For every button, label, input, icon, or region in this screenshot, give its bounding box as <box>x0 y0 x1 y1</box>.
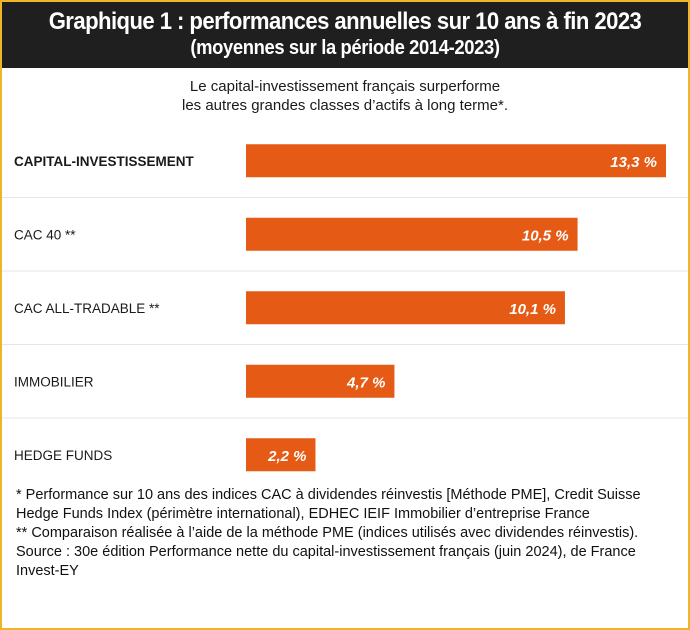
chart-header: Graphique 1 : performances annuelles sur… <box>2 2 688 68</box>
chart-subtitle: (moyennes sur la période 2014-2023) <box>190 37 500 59</box>
category-label-immobilier: IMMOBILIER <box>14 374 94 389</box>
bar-chart: CAPITAL-INVESTISSEMENT 13,3 % CAC 40 ** 10,… <box>2 144 688 472</box>
bar-cac-40 <box>246 217 578 251</box>
lead-line-1: Le capital-investissement français surpe… <box>189 78 501 95</box>
category-label-cac-all-tradable: CAC ALL-TRADABLE ** <box>14 301 160 316</box>
bar-immobilier <box>246 364 395 398</box>
value-label-cac-all-tradable: 10,1 % <box>509 301 556 318</box>
footnote-source: Source : 30e édition Performance nette d… <box>16 544 636 579</box>
value-label-hedge-funds: 2,2 % <box>267 448 306 465</box>
bar-hedge-funds <box>246 438 316 472</box>
category-label-cac-40: CAC 40 ** <box>14 227 76 242</box>
chart-lead-text: Le capital-investissement français surpe… <box>2 77 688 115</box>
category-label-hedge-funds: HEDGE FUNDS <box>14 448 112 463</box>
lead-line-2: les autres grandes classes d’actifs à lo… <box>182 97 508 114</box>
value-label-capital-investissement: 13,3 % <box>610 154 657 171</box>
value-label-cac-40: 10,5 % <box>522 227 569 244</box>
footnotes: * Performance sur 10 ans des indices CAC… <box>16 486 680 581</box>
footnote-2: ** Comparaison réalisée à l’aide de la m… <box>16 525 639 541</box>
bar-capital-investissement <box>246 144 666 178</box>
footnote-1: * Performance sur 10 ans des indices CAC… <box>16 487 641 522</box>
category-label-capital-investissement: CAPITAL-INVESTISSEMENT <box>14 154 195 169</box>
value-label-immobilier: 4,7 % <box>346 374 385 391</box>
chart-title: Graphique 1 : performances annuelles sur… <box>48 8 642 35</box>
bar-cac-all-tradable <box>246 291 565 325</box>
